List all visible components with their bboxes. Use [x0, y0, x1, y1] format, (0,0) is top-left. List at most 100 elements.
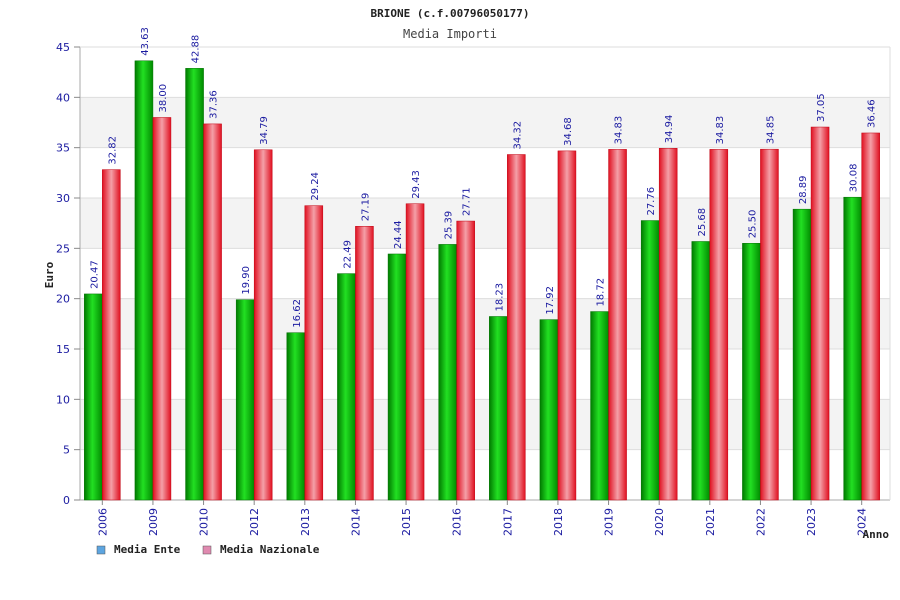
legend-label: Media Ente	[114, 543, 181, 556]
value-label-media-ente: 19.90	[241, 266, 252, 295]
value-label-media-nazionale: 27.71	[462, 187, 473, 216]
chart-subtitle: Media Importi	[403, 27, 497, 41]
value-label-media-nazionale: 32.82	[107, 136, 118, 165]
value-label-media-ente: 24.44	[393, 220, 404, 249]
x-tick-label: 2012	[248, 508, 261, 536]
value-label-media-nazionale: 34.83	[715, 116, 726, 145]
value-label-media-ente: 20.47	[89, 260, 100, 289]
value-label-media-nazionale: 29.24	[310, 172, 321, 201]
x-tick-label: 2015	[400, 508, 413, 536]
legend-label: Media Nazionale	[220, 543, 320, 556]
value-label-media-ente: 17.92	[545, 286, 556, 315]
value-label-media-ente: 30.08	[849, 164, 860, 193]
x-axis-ticks: 2006 2009 2010 2012 2013 2014 2015 2016 2017 2018…	[96, 500, 869, 536]
y-tick-label: 45	[56, 41, 70, 54]
bar-media-ente	[84, 293, 103, 501]
bar-media-nazionale	[608, 149, 627, 501]
bar-media-ente	[286, 332, 306, 501]
value-label-media-ente: 27.76	[646, 187, 657, 216]
legend: Media Ente Media Nazionale	[96, 543, 320, 556]
x-tick-label: 2021	[704, 508, 717, 536]
bars	[84, 60, 880, 501]
y-tick-label: 25	[56, 242, 70, 255]
legend-swatch	[96, 545, 106, 555]
x-tick-label: 2014	[349, 508, 362, 536]
chart-title: BRIONE (c.f.00796050177)	[371, 7, 530, 20]
value-label-media-ente: 25.50	[747, 210, 758, 239]
value-label-media-nazionale: 36.46	[867, 99, 878, 128]
bar-media-nazionale	[709, 149, 729, 501]
value-label-media-ente: 16.62	[292, 299, 303, 328]
bar-media-ente	[387, 253, 407, 501]
value-label-media-ente: 18.72	[596, 278, 607, 307]
x-tick-label: 2010	[198, 508, 211, 536]
value-label-media-nazionale: 34.85	[765, 116, 776, 145]
bar-media-nazionale	[253, 149, 273, 501]
x-tick-label: 2023	[805, 508, 818, 536]
x-tick-label: 2016	[451, 508, 464, 536]
bar-media-nazionale	[102, 169, 121, 501]
bar-media-nazionale	[760, 148, 779, 501]
bar-media-ente	[539, 319, 559, 501]
value-label-media-nazionale: 34.32	[512, 121, 523, 150]
bar-media-nazionale	[304, 205, 324, 501]
value-label-media-ente: 25.39	[444, 211, 455, 240]
bar-media-ente	[742, 243, 761, 501]
value-label-media-nazionale: 37.05	[816, 93, 827, 122]
y-axis-ticks: 0 5 10 15 20 25 30 35 40 45	[56, 41, 80, 507]
value-label-media-ente: 18.23	[494, 283, 505, 312]
y-tick-label: 15	[56, 343, 70, 356]
value-label-media-ente: 43.63	[140, 27, 151, 56]
bar-media-ente	[489, 316, 508, 501]
value-label-media-nazionale: 27.19	[360, 193, 371, 222]
value-label-media-nazionale: 37.36	[209, 90, 220, 119]
bar-media-nazionale	[152, 117, 172, 501]
y-tick-label: 30	[56, 192, 70, 205]
bar-media-ente	[640, 220, 660, 501]
y-tick-label: 20	[56, 293, 70, 306]
value-label-media-ente: 28.89	[798, 176, 809, 205]
value-label-media-nazionale: 34.68	[563, 117, 574, 146]
y-axis-label: Euro	[43, 261, 56, 288]
x-tick-label: 2006	[96, 508, 109, 536]
x-tick-label: 2019	[603, 508, 616, 536]
y-tick-label: 35	[56, 142, 70, 155]
bar-media-ente	[691, 241, 711, 501]
x-tick-label: 2022	[754, 508, 767, 536]
value-label-media-nazionale: 38.00	[158, 84, 169, 113]
value-label-media-ente: 25.68	[697, 208, 708, 237]
bar-media-ente	[134, 60, 154, 501]
y-tick-label: 0	[63, 494, 70, 507]
bar-media-nazionale	[405, 203, 425, 501]
legend-swatch	[202, 545, 212, 555]
bar-media-ente	[185, 68, 204, 501]
bar-media-ente	[235, 299, 255, 501]
bar-media-nazionale	[456, 220, 475, 501]
grid-band	[80, 47, 890, 98]
bar-media-nazionale	[810, 126, 830, 501]
y-tick-label: 10	[56, 393, 70, 406]
x-tick-label: 2024	[856, 508, 869, 536]
x-tick-label: 2009	[147, 508, 160, 536]
bar-media-nazionale	[557, 150, 577, 501]
value-label-media-nazionale: 34.83	[614, 116, 625, 145]
bar-media-nazionale	[507, 154, 526, 501]
y-tick-label: 40	[56, 91, 70, 104]
value-label-media-nazionale: 34.94	[664, 115, 675, 144]
bar-media-ente	[792, 208, 812, 501]
bar-media-ente	[843, 196, 862, 501]
bar-media-nazionale	[658, 148, 678, 501]
bar-media-nazionale	[355, 226, 374, 501]
x-axis-label: Anno	[863, 528, 890, 541]
bar-media-ente	[590, 311, 609, 501]
bar-media-nazionale	[203, 123, 222, 501]
x-tick-label: 2013	[299, 508, 312, 536]
y-tick-label: 5	[63, 444, 70, 457]
bar-media-ente	[438, 244, 457, 501]
value-label-media-ente: 42.88	[191, 35, 202, 64]
value-label-media-nazionale: 29.43	[411, 170, 422, 199]
bar-media-nazionale	[861, 132, 880, 501]
x-tick-label: 2020	[653, 508, 666, 536]
value-label-media-ente: 22.49	[342, 240, 353, 269]
